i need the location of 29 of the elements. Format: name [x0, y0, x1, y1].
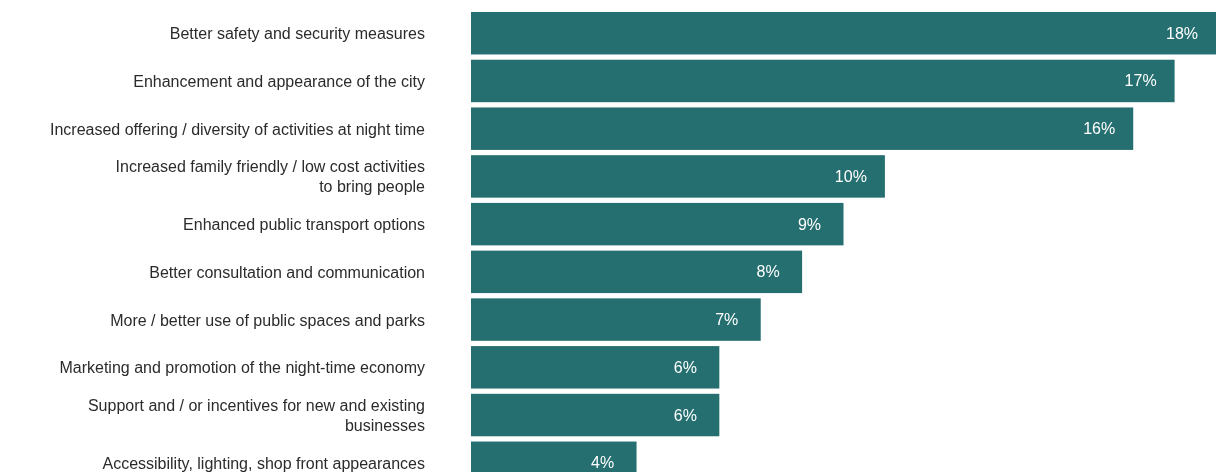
data-label: 16% — [1083, 120, 1116, 138]
y-tick-label: Enhanced public transport options — [183, 215, 425, 233]
y-tick-label: Better consultation and communication — [149, 263, 425, 281]
y-tick-label: Enhancement and appearance of the city — [133, 72, 425, 90]
bar — [471, 12, 1216, 55]
data-label: 18% — [1165, 24, 1199, 42]
y-tick-label: Increased family friendly / low cost activities to bring people — [115, 157, 426, 195]
bar — [471, 155, 885, 198]
bar — [471, 202, 844, 246]
y-tick-label: Support and / or incentives for new and existing businesses — [87, 396, 425, 434]
data-label: 7% — [715, 311, 739, 329]
y-tick-label: More / better use of public spaces and parks — [110, 311, 425, 329]
y-tick-label: Increased offering / diversity of activities at night time — [50, 120, 426, 138]
bar — [471, 346, 720, 389]
data-label: 4% — [590, 454, 615, 472]
data-label: 6% — [673, 406, 697, 424]
y-tick-label: Accessibility, lighting, shop front appearances — [102, 454, 425, 472]
data-label: 10% — [834, 167, 867, 185]
bar — [471, 59, 1175, 103]
data-label: 17% — [1124, 72, 1157, 90]
y-tick-label: Better safety and security measures — [169, 24, 425, 42]
bar — [471, 298, 761, 341]
data-label: 8% — [756, 263, 780, 281]
bar — [471, 107, 1134, 150]
y-tick-label: Marketing and promotion of the night-time economy — [59, 358, 425, 376]
data-label: 6% — [673, 358, 697, 376]
bar — [471, 393, 720, 437]
data-label: 9% — [797, 215, 822, 233]
bar — [471, 250, 803, 294]
